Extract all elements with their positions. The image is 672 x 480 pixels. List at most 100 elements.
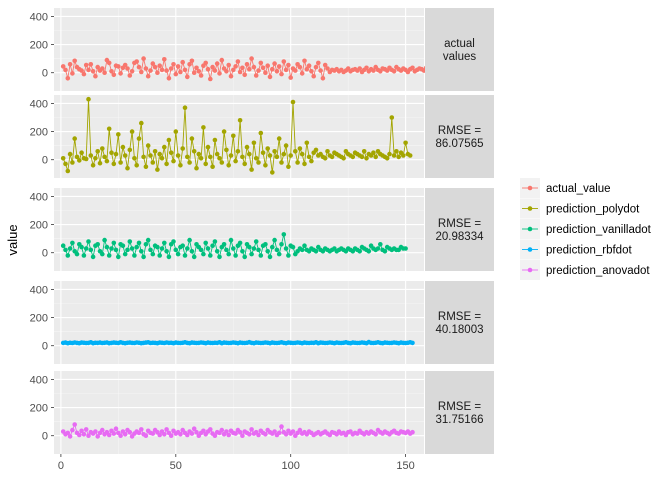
- data-point: [210, 164, 215, 169]
- legend-label: prediction_polydot: [546, 204, 640, 216]
- data-point: [203, 161, 208, 167]
- data-point: [118, 71, 123, 76]
- data-point: [260, 65, 266, 71]
- data-point: [217, 254, 222, 260]
- data-point: [148, 247, 153, 253]
- data-point: [387, 151, 392, 157]
- data-point: [104, 158, 110, 164]
- data-point: [263, 432, 268, 437]
- data-point: [396, 154, 402, 160]
- data-point: [242, 161, 247, 167]
- panel-background: [54, 8, 424, 91]
- data-point: [60, 64, 66, 69]
- panel-prediction_anovadot: 0 200 400 RMSE = 31.75166: [30, 371, 494, 454]
- data-point: [224, 247, 229, 253]
- data-point: [175, 153, 181, 158]
- data-point: [90, 163, 96, 168]
- data-point: [70, 160, 75, 165]
- data-point: [391, 69, 397, 74]
- y-tick-label: 0: [42, 155, 48, 167]
- data-point: [198, 156, 204, 161]
- data-point: [208, 253, 213, 258]
- data-point: [217, 156, 222, 161]
- data-point: [251, 64, 257, 70]
- data-point: [178, 432, 183, 437]
- data-point: [100, 251, 105, 257]
- data-point: [299, 247, 305, 253]
- legend: actual_value prediction_polydot prediction…: [520, 178, 652, 280]
- data-point: [313, 64, 319, 70]
- data-point: [171, 158, 176, 164]
- data-point: [95, 242, 100, 247]
- data-point: [155, 70, 160, 75]
- strip-background: [425, 188, 494, 271]
- data-point: [187, 62, 192, 67]
- data-point: [267, 74, 273, 80]
- data-point: [93, 73, 98, 79]
- data-point: [145, 143, 151, 148]
- data-point: [226, 432, 231, 438]
- data-point: [233, 64, 238, 69]
- data-point: [316, 60, 321, 66]
- legend-label: prediction_rbfdot: [546, 245, 632, 257]
- data-point: [143, 66, 149, 71]
- data-point: [237, 118, 243, 123]
- data-point: [391, 153, 397, 158]
- data-point: [139, 69, 144, 75]
- data-point: [171, 239, 176, 244]
- data-point: [72, 136, 77, 141]
- data-point: [247, 432, 252, 437]
- data-point: [129, 246, 135, 251]
- data-point: [162, 57, 167, 62]
- data-point: [113, 426, 119, 432]
- data-point: [313, 147, 319, 153]
- legend-key-point: [527, 267, 533, 273]
- data-point: [320, 76, 326, 81]
- data-point: [145, 237, 151, 243]
- data-point: [90, 254, 96, 260]
- data-point: [127, 73, 133, 78]
- legend-label: prediction_vanilladot: [546, 224, 652, 236]
- data-point: [65, 253, 71, 258]
- data-point: [276, 136, 282, 141]
- data-point: [403, 246, 408, 251]
- data-point: [373, 154, 379, 160]
- data-point: [290, 429, 296, 434]
- data-point: [283, 67, 289, 73]
- data-point: [235, 59, 241, 64]
- data-point: [134, 59, 139, 64]
- data-point: [150, 251, 156, 257]
- data-point: [304, 140, 310, 146]
- data-point: [309, 69, 314, 74]
- data-point: [196, 151, 202, 157]
- data-point: [288, 153, 294, 158]
- data-point: [173, 71, 179, 77]
- series-points-prediction_vanilladot: [60, 232, 408, 260]
- data-point: [166, 76, 172, 81]
- data-point: [189, 136, 195, 141]
- data-point: [159, 67, 165, 73]
- data-point: [221, 129, 227, 134]
- data-point: [224, 147, 229, 153]
- data-point: [118, 160, 123, 165]
- data-point: [79, 428, 84, 434]
- data-point: [242, 72, 247, 78]
- data-point: [116, 254, 121, 260]
- data-point: [247, 66, 252, 72]
- data-point: [233, 431, 238, 436]
- data-point: [67, 151, 73, 157]
- data-point: [267, 254, 273, 260]
- data-point: [219, 57, 225, 63]
- data-point: [214, 151, 220, 157]
- data-point: [185, 432, 190, 438]
- data-point: [168, 433, 174, 439]
- data-point: [79, 244, 84, 250]
- data-point: [88, 153, 94, 158]
- data-point: [180, 59, 185, 65]
- data-point: [152, 149, 158, 154]
- data-point: [276, 251, 282, 257]
- data-point: [260, 150, 266, 155]
- data-point: [164, 161, 169, 167]
- data-point: [141, 154, 146, 160]
- data-point: [90, 69, 96, 74]
